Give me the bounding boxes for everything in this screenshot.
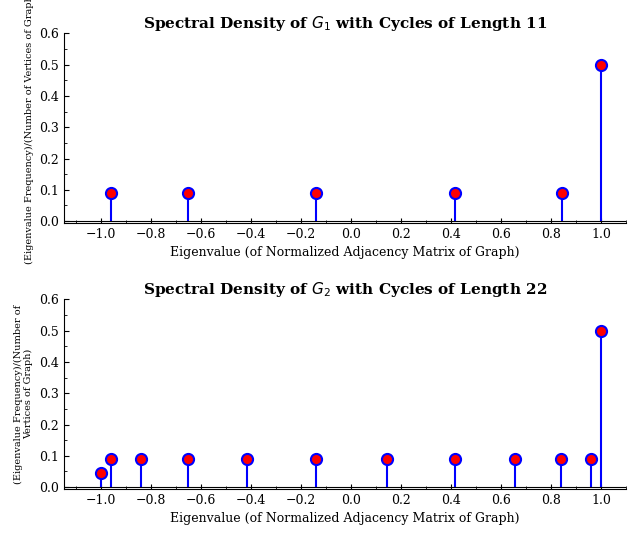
Title: Spectral Density of $G_2$ with Cycles of Length 22: Spectral Density of $G_2$ with Cycles of… [143, 280, 547, 299]
X-axis label: Eigenvalue (of Normalized Adjacency Matrix of Graph): Eigenvalue (of Normalized Adjacency Matr… [170, 512, 520, 525]
Y-axis label: (Eigenvalue Frequency)/(Number of Vertices of Graph): (Eigenvalue Frequency)/(Number of Vertic… [24, 0, 33, 264]
Title: Spectral Density of $G_1$ with Cycles of Length 11: Spectral Density of $G_1$ with Cycles of… [143, 14, 547, 33]
Y-axis label: (Eigenvalue Frequency)/(Number of
Vertices of Graph): (Eigenvalue Frequency)/(Number of Vertic… [14, 305, 33, 483]
X-axis label: Eigenvalue (of Normalized Adjacency Matrix of Graph): Eigenvalue (of Normalized Adjacency Matr… [170, 246, 520, 259]
